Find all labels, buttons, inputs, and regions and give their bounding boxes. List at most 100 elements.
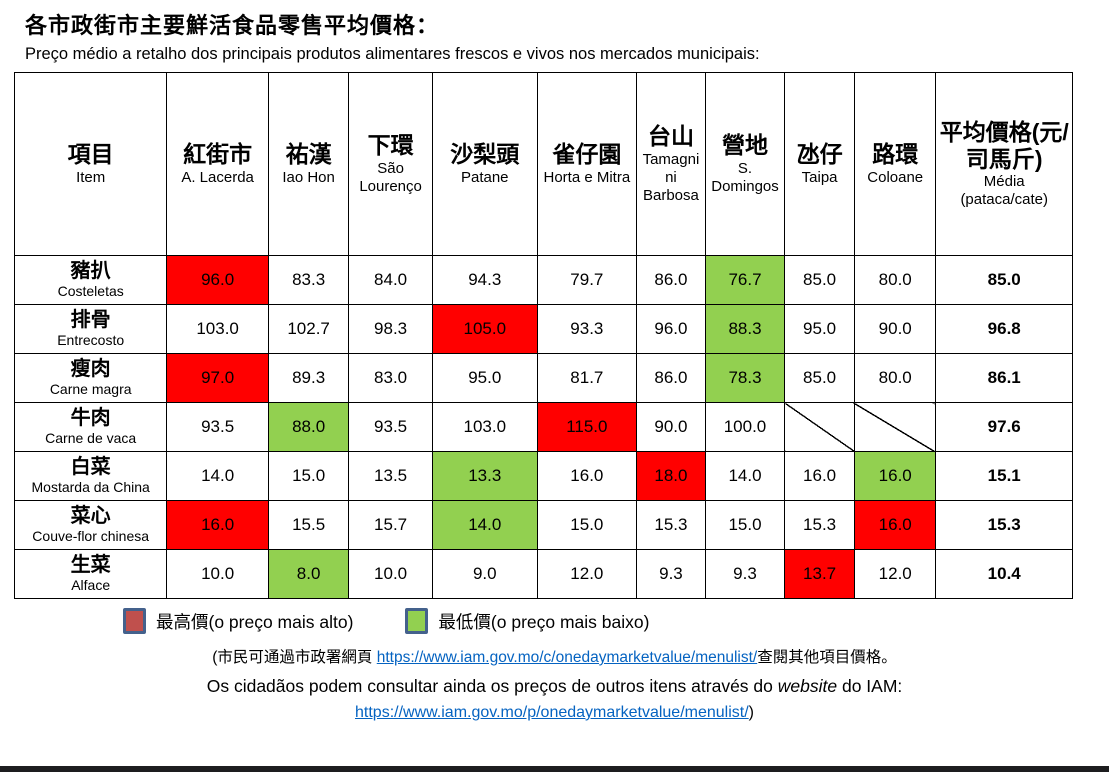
footer-note-prefix: (市民可通過市政署網頁 <box>212 649 377 666</box>
row-label-zh: 生菜 <box>70 554 111 577</box>
column-header-market-7-pt: S. Domingos <box>711 159 779 195</box>
column-header-average-zh: 平均價格(元/司馬斤) <box>939 118 1069 172</box>
price-cell-not-available <box>784 402 855 452</box>
row-label: 生菜 Alface <box>13 549 168 599</box>
price-cell: 13.3 <box>431 451 538 501</box>
column-header-market-1-pt: A. Lacerda <box>181 168 254 186</box>
price-cell: 80.0 <box>853 353 937 403</box>
price-cell: 88.0 <box>267 402 350 452</box>
column-header-average: 平均價格(元/司馬斤) Média (pataca/cate) <box>935 72 1073 256</box>
column-header-item: 項目 Item <box>13 72 168 256</box>
price-cell: 105.0 <box>431 304 538 354</box>
column-header-item-zh: 項目 <box>67 141 114 168</box>
price-cell: 12.0 <box>853 549 937 599</box>
iam-menulist-link-chinese[interactable]: https://www.iam.gov.mo/c/onedaymarketval… <box>376 649 758 666</box>
column-header-market-4-pt: Patane <box>460 168 509 186</box>
average-price-cell: 85.0 <box>935 255 1073 305</box>
column-header-market-5: 雀仔園 Horta e Mitra <box>536 72 638 256</box>
average-price-cell: 15.3 <box>935 500 1073 550</box>
column-header-market-4: 沙梨頭 Patane <box>431 72 538 256</box>
row-label: 豬扒 Costeletas <box>13 255 168 305</box>
price-cell: 86.0 <box>636 255 706 305</box>
price-cell: 95.0 <box>431 353 538 403</box>
price-cell: 96.0 <box>166 255 269 305</box>
row-label: 排骨 Entrecosto <box>13 304 168 354</box>
page-subtitle: Preço médio a retalho dos principais pro… <box>25 45 760 63</box>
price-cell: 9.3 <box>636 549 706 599</box>
footer-pt-website-word: website <box>777 676 838 696</box>
price-cell: 84.0 <box>348 255 433 305</box>
average-price-cell: 96.8 <box>935 304 1073 354</box>
footer-note-suffix: 查閱其他項目價格。 <box>757 649 897 666</box>
table-row: 豬扒 Costeletas 96.0 83.3 84.0 94.3 79.7 86.0 76.7… <box>13 255 1073 305</box>
column-header-market-5-pt: Horta e Mitra <box>543 168 631 186</box>
price-cell: 115.0 <box>536 402 638 452</box>
column-header-market-7-zh: 營地 <box>722 132 768 159</box>
price-cell: 85.0 <box>784 353 855 403</box>
column-header-market-3-pt: São Lourenço <box>359 159 422 195</box>
price-cell: 76.7 <box>704 255 786 305</box>
price-cell: 18.0 <box>636 451 706 501</box>
row-label-pt: Costeletas <box>57 283 124 300</box>
row-label-pt: Mostarda da China <box>31 479 150 496</box>
row-label: 菜心 Couve-flor chinesa <box>13 500 168 550</box>
row-label-zh: 菜心 <box>70 505 111 528</box>
price-cell: 85.0 <box>784 255 855 305</box>
legend: 最高價(o preço mais alto) 最低價(o preço mais … <box>123 608 1109 634</box>
legend-lowest-price: 最低價(o preço mais baixo) <box>405 608 649 634</box>
average-price-cell: 86.1 <box>935 353 1073 403</box>
footer-pt-suffix: do IAM: <box>837 676 903 696</box>
row-label: 牛肉 Carne de vaca <box>13 402 168 452</box>
column-header-market-4-zh: 沙梨頭 <box>450 141 520 168</box>
price-cell: 14.0 <box>431 500 538 550</box>
iam-menulist-link-portuguese[interactable]: https://www.iam.gov.mo/p/onedaymarketval… <box>355 704 749 721</box>
price-cell: 83.3 <box>267 255 350 305</box>
price-cell: 102.7 <box>267 304 350 354</box>
price-cell: 14.0 <box>704 451 786 501</box>
price-cell: 15.3 <box>636 500 706 550</box>
footer-closing-paren: ) <box>748 704 754 721</box>
footer-pt-prefix: Os cidadãos podem consultar ainda os pre… <box>206 676 778 696</box>
price-cell: 90.0 <box>853 304 937 354</box>
price-cell: 93.5 <box>348 402 433 452</box>
column-header-market-3-zh: 下環 <box>367 132 414 159</box>
legend-highest-label: 最高價(o preço mais alto) <box>156 611 354 632</box>
price-cell: 8.0 <box>267 549 350 599</box>
column-header-market-9-pt: Coloane <box>867 168 924 186</box>
row-label-pt: Couve-flor chinesa <box>32 528 150 545</box>
market-price-table: 項目 Item 紅街市 A. Lacerda 祐漢 Iao Hon 下環 São Louren… <box>13 72 1073 599</box>
price-cell: 93.3 <box>536 304 638 354</box>
average-price-cell: 15.1 <box>935 451 1073 501</box>
price-cell: 83.0 <box>348 353 433 403</box>
price-cell: 79.7 <box>536 255 638 305</box>
column-header-average-pt: Média (pataca/cate) <box>960 173 1048 209</box>
price-cell-not-available <box>853 402 937 452</box>
price-cell: 90.0 <box>636 402 706 452</box>
price-cell: 93.5 <box>166 402 269 452</box>
column-header-market-5-zh: 雀仔園 <box>552 141 622 168</box>
page-title: 各市政街市主要鮮活食品零售平均價格： <box>25 13 440 38</box>
row-label-zh: 瘦肉 <box>70 358 111 381</box>
row-label-zh: 排骨 <box>70 309 111 332</box>
price-cell: 103.0 <box>166 304 269 354</box>
table-row: 生菜 Alface 10.0 8.0 10.0 9.0 12.0 9.3 9.3 13.7 12.0… <box>13 549 1073 599</box>
column-header-market-1: 紅街市 A. Lacerda <box>166 72 269 256</box>
price-cell: 13.5 <box>348 451 433 501</box>
price-cell: 89.3 <box>267 353 350 403</box>
column-header-market-9: 路環 Coloane <box>853 72 937 256</box>
price-cell: 16.0 <box>166 500 269 550</box>
price-cell: 15.7 <box>348 500 433 550</box>
price-cell: 16.0 <box>536 451 638 501</box>
column-header-market-6-zh: 台山 <box>647 123 694 150</box>
row-label-pt: Alface <box>71 577 111 594</box>
row-label-pt: Carne magra <box>49 381 132 398</box>
column-header-market-2-pt: Iao Hon <box>282 168 335 186</box>
price-cell: 78.3 <box>704 353 786 403</box>
column-header-item-pt: Item <box>76 168 106 186</box>
price-cell: 100.0 <box>704 402 786 452</box>
column-header-market-6-pt: Tamagnini Barbosa <box>642 150 700 204</box>
row-label: 瘦肉 Carne magra <box>13 353 168 403</box>
column-header-market-2: 祐漢 Iao Hon <box>267 72 350 256</box>
row-label-zh: 豬扒 <box>70 260 111 283</box>
column-header-market-8-zh: 氹仔 <box>796 141 843 168</box>
